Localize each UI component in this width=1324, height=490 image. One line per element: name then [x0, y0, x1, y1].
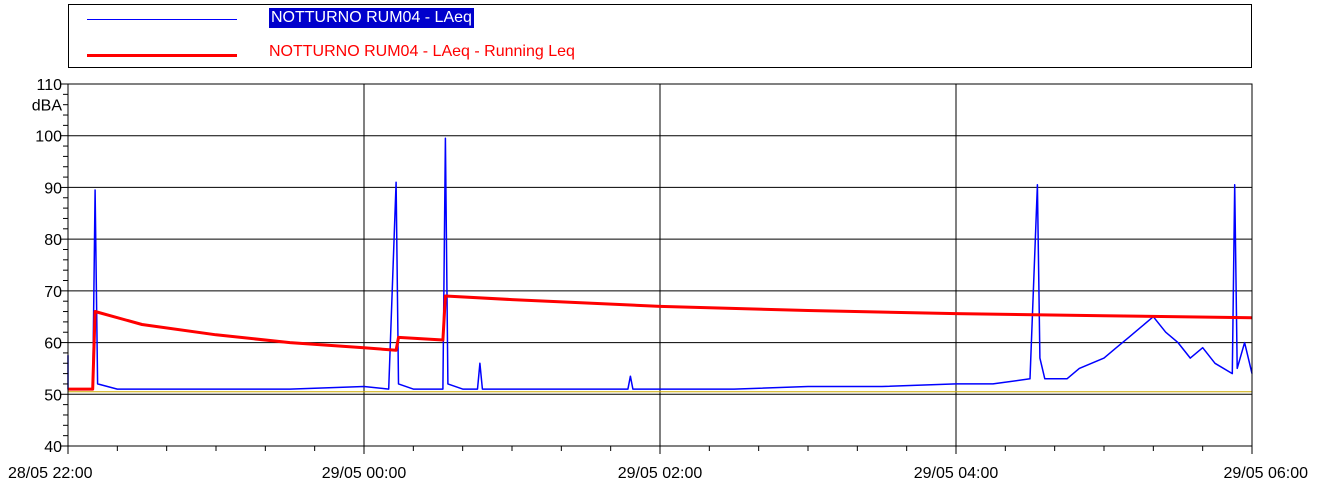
chart-legend: NOTTURNO RUM04 - LAeq NOTTURNO RUM04 - L… [68, 4, 1252, 68]
y-tick-label: 90 [44, 180, 62, 197]
y-tick-label: 110 [36, 77, 62, 94]
legend-label-running-leq: NOTTURNO RUM04 - LAeq - Running Leq [269, 43, 575, 60]
axis-ticks: 40 50 60 70 80 90 100 110 28/05 22:00 29/05 00:00… [8, 77, 1308, 482]
series-layer [67, 137, 1253, 391]
x-tick-label: 29/05 02:00 [618, 465, 703, 482]
series-running-leq-line [68, 294, 1253, 391]
x-tick-label: 28/05 22:00 [8, 465, 93, 482]
y-axis-label: dBA [32, 98, 63, 115]
legend-swatch-running-leq [87, 54, 237, 57]
x-tick-label: 29/05 04:00 [914, 465, 999, 482]
x-tick-label: 29/05 06:00 [1223, 465, 1308, 482]
y-tick-label: 60 [44, 336, 62, 353]
legend-swatch-laeq [87, 19, 237, 20]
y-tick-label: 40 [44, 439, 62, 456]
series-laeq-line [67, 137, 1253, 390]
x-tick-label: 29/05 00:00 [322, 465, 407, 482]
y-tick-label: 80 [44, 232, 62, 249]
y-tick-label: 50 [44, 387, 62, 404]
legend-label-laeq: NOTTURNO RUM04 - LAeq [269, 8, 474, 28]
y-tick-label: 100 [35, 129, 62, 146]
y-tick-label: 70 [44, 284, 62, 301]
grid-lines [68, 84, 1252, 446]
